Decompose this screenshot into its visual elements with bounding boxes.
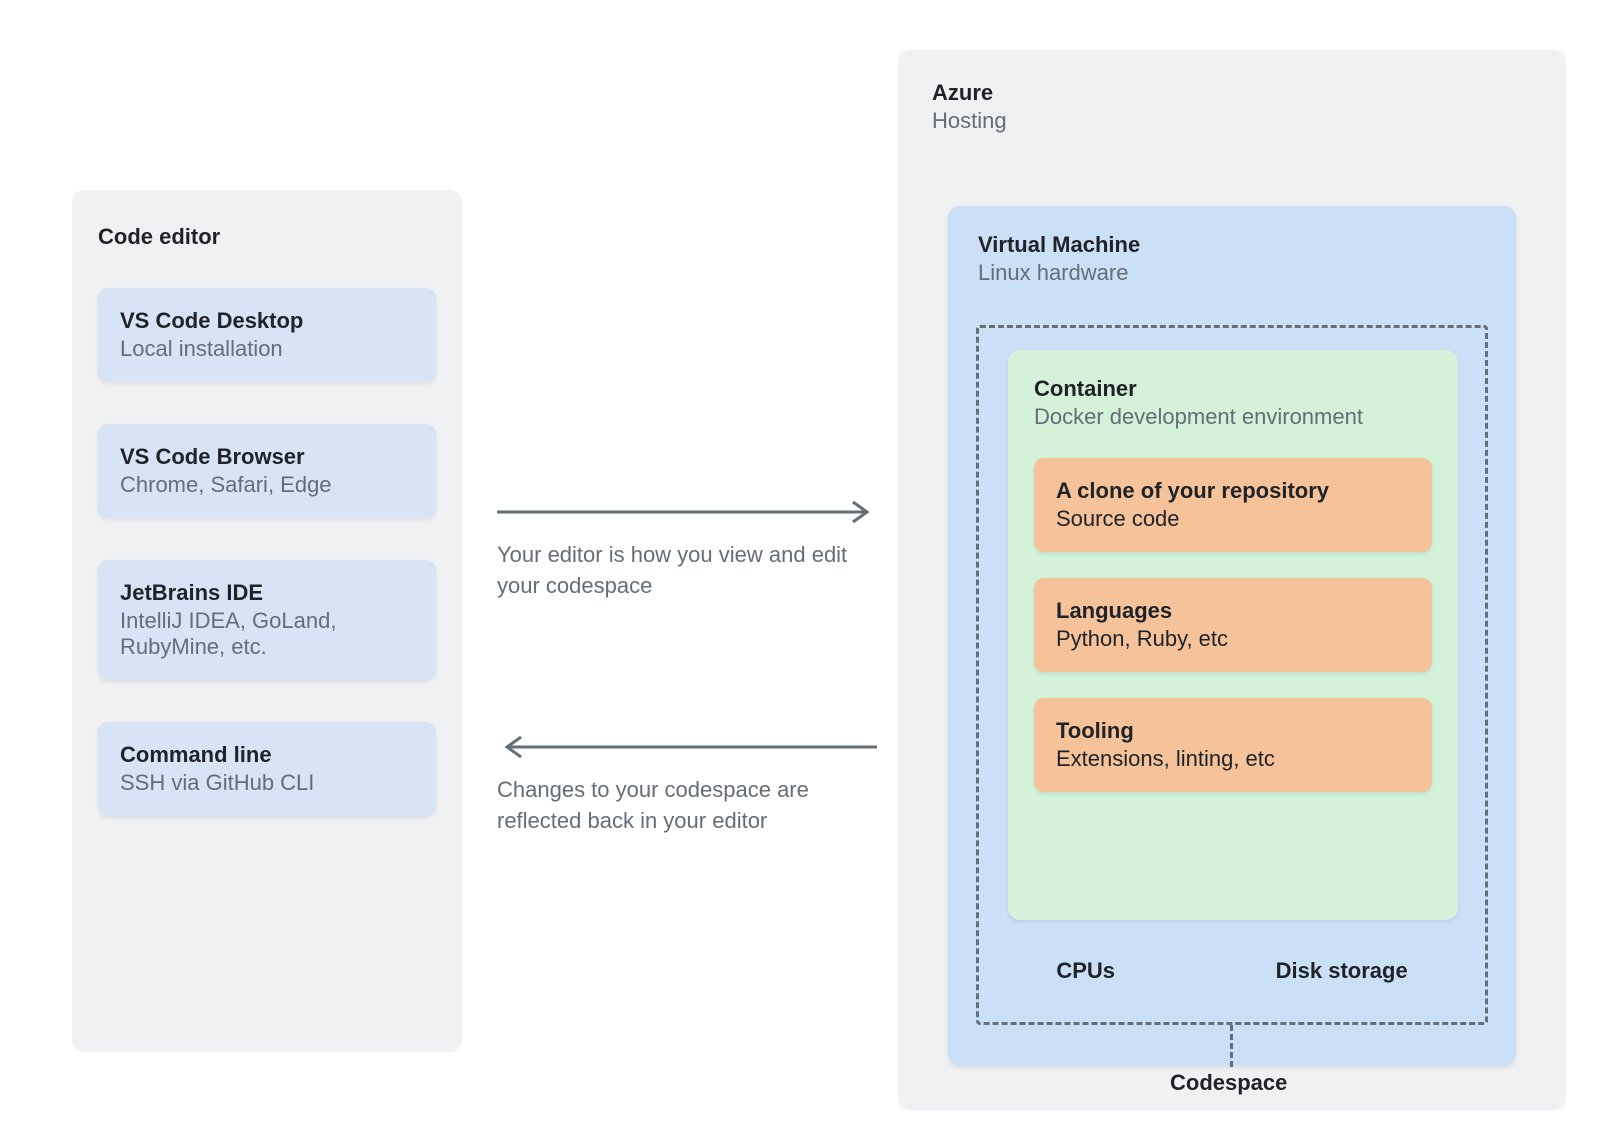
arrow-left-label: Changes to your codespace are reflected … — [497, 775, 877, 837]
editor-card-vscode-browser: VS Code Browser Chrome, Safari, Edge — [98, 424, 436, 518]
arrow-left — [497, 735, 877, 764]
editor-card-title: VS Code Browser — [120, 444, 414, 470]
container-card-title: Languages — [1056, 598, 1410, 624]
arrow-right-label: Your editor is how you view and edit you… — [497, 540, 877, 602]
container-card-sub: Source code — [1056, 506, 1410, 532]
vm-subtitle: Linux hardware — [978, 260, 1516, 286]
container-card-languages: Languages Python, Ruby, etc — [1034, 578, 1432, 672]
arrow-right — [497, 500, 877, 529]
container-card-title: A clone of your repository — [1056, 478, 1410, 504]
editor-card-sub: IntelliJ IDEA, GoLand, RubyMine, etc. — [120, 608, 414, 660]
editor-card-title: Command line — [120, 742, 414, 768]
container-subtitle: Docker development environment — [1034, 404, 1432, 430]
container-card-repo: A clone of your repository Source code — [1034, 458, 1432, 552]
codespace-label: Codespace — [1170, 1070, 1287, 1096]
vm-title: Virtual Machine — [978, 232, 1516, 258]
container-card-title: Tooling — [1056, 718, 1410, 744]
azure-subtitle: Hosting — [932, 108, 1566, 134]
editor-card-sub: Chrome, Safari, Edge — [120, 472, 414, 498]
editor-card-jetbrains: JetBrains IDE IntelliJ IDEA, GoLand, Rub… — [98, 560, 436, 680]
editor-card-title: VS Code Desktop — [120, 308, 414, 334]
container-title: Container — [1034, 376, 1432, 402]
editor-card-sub: SSH via GitHub CLI — [120, 770, 414, 796]
code-editor-panel: Code editor VS Code Desktop Local instal… — [72, 190, 462, 1052]
codespace-connector — [1230, 1025, 1233, 1067]
code-editor-title: Code editor — [98, 224, 436, 250]
azure-title: Azure — [932, 80, 1566, 106]
container-box: Container Docker development environment… — [1008, 350, 1458, 920]
container-card-sub: Extensions, linting, etc — [1056, 746, 1410, 772]
container-card-sub: Python, Ruby, etc — [1056, 626, 1410, 652]
editor-card-cli: Command line SSH via GitHub CLI — [98, 722, 436, 816]
editor-card-title: JetBrains IDE — [120, 580, 414, 606]
resource-cpus: CPUs — [1056, 958, 1115, 984]
resource-disk: Disk storage — [1276, 958, 1408, 984]
editor-card-vscode-desktop: VS Code Desktop Local installation — [98, 288, 436, 382]
editor-card-sub: Local installation — [120, 336, 414, 362]
container-card-tooling: Tooling Extensions, linting, etc — [1034, 698, 1432, 792]
